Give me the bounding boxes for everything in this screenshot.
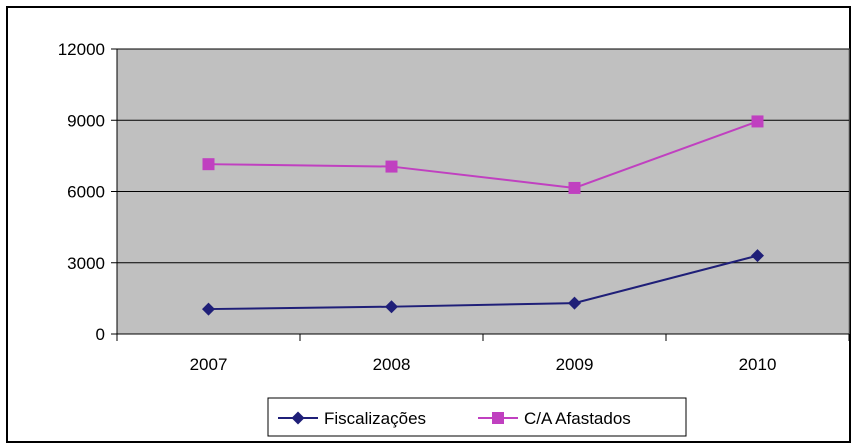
data-point — [751, 249, 764, 263]
x-tick-label: 2007 — [190, 355, 228, 374]
gridlines — [111, 48, 849, 335]
y-tick-label: 6000 — [67, 183, 105, 202]
data-point — [568, 181, 581, 194]
series-1 — [202, 115, 764, 194]
series-line — [208, 254, 758, 311]
legend-marker — [291, 411, 305, 425]
series-0 — [202, 249, 764, 316]
legend: Fiscalizações C/A Afastados — [267, 397, 687, 437]
legend-entry: Fiscalizações — [278, 409, 426, 428]
y-tick-label: 3000 — [67, 254, 105, 273]
data-point — [202, 158, 215, 171]
legend-marker — [492, 412, 504, 424]
legend-label: C/A Afastados — [524, 409, 631, 428]
y-tick-label: 9000 — [67, 111, 105, 130]
data-point — [751, 115, 764, 128]
x-tick-label: 2008 — [373, 355, 411, 374]
data-point — [202, 302, 215, 316]
data-point — [568, 296, 581, 310]
x-axis-tick-labels: 2007 2008 2009 2010 — [190, 355, 777, 374]
y-tick-label: 12000 — [58, 40, 105, 59]
data-point — [385, 300, 398, 314]
y-tick-label: 0 — [96, 325, 105, 344]
series-layer — [202, 115, 764, 316]
legend-entry: C/A Afastados — [478, 409, 631, 428]
legend-label: Fiscalizações — [324, 409, 426, 428]
x-tick-label: 2009 — [556, 355, 594, 374]
y-axis-tick-labels: 0 3000 6000 9000 12000 — [58, 40, 105, 344]
axes — [116, 49, 850, 341]
x-tick-label: 2010 — [739, 355, 777, 374]
legend-box — [267, 397, 687, 437]
data-point — [385, 160, 398, 173]
series-line — [208, 120, 758, 189]
